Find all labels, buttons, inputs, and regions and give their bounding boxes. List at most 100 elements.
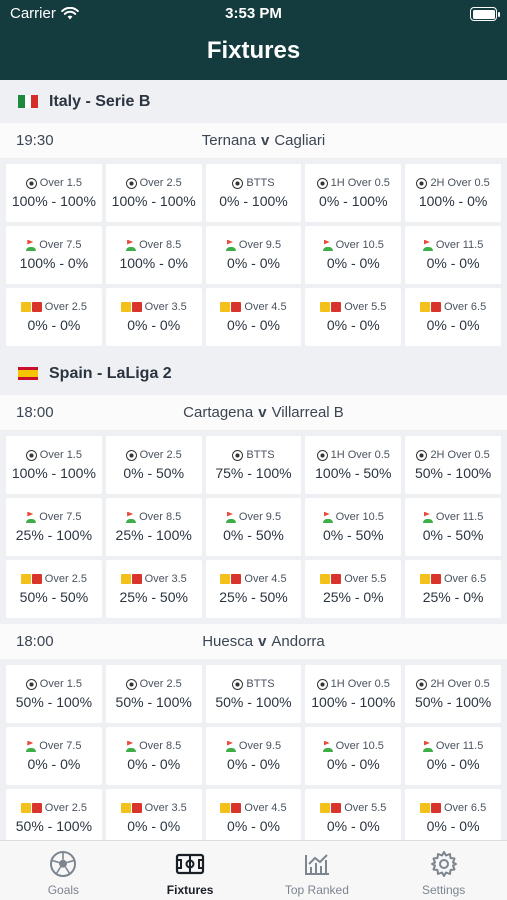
stats-grid: Over 1.5 100% - 100% Over 2.5 100% - 100% BT…	[0, 158, 507, 352]
stat-cell[interactable]: Over 7.5 0% - 0%	[6, 727, 102, 785]
stat-cell[interactable]: Over 10.5 0% - 0%	[305, 727, 402, 785]
tab-fixtures[interactable]: Fixtures	[127, 841, 254, 900]
fixture-header[interactable]: 18:00 Huesca v Andorra	[0, 624, 507, 659]
corner-flag-icon	[422, 512, 433, 523]
football-icon	[232, 678, 244, 690]
stat-label-text: Over 11.5	[435, 511, 484, 523]
tab-label: Goals	[47, 883, 80, 897]
stat-label: 2H Over 0.5	[416, 678, 490, 690]
stat-cell[interactable]: Over 9.5 0% - 0%	[205, 226, 302, 284]
stat-cell[interactable]: Over 10.5 0% - 0%	[305, 226, 402, 284]
stat-cell[interactable]: BTTS 75% - 100%	[205, 436, 302, 494]
football-icon	[316, 678, 328, 690]
cards-icon	[320, 574, 342, 584]
corner-flag-icon	[225, 512, 236, 523]
stat-cell[interactable]: Over 11.5 0% - 50%	[405, 498, 501, 556]
stat-label-text: Over 3.5	[144, 802, 187, 814]
stat-cell[interactable]: Over 7.5 100% - 0%	[6, 226, 102, 284]
stat-value: 50% - 100%	[414, 694, 492, 710]
stat-cell[interactable]: Over 11.5 0% - 0%	[405, 226, 501, 284]
away-team: Andorra	[271, 633, 325, 650]
stat-cell[interactable]: Over 6.5 0% - 0%	[405, 288, 501, 346]
stat-label: Over 8.5	[126, 511, 181, 523]
stat-label-text: Over 2.5	[139, 678, 182, 690]
versus-label: v	[258, 633, 267, 650]
tab-settings[interactable]: Settings	[380, 841, 507, 900]
fixture-header[interactable]: 19:30 Ternana v Cagliari	[0, 123, 507, 158]
status-bar: Carrier 3:53 PM	[0, 0, 507, 28]
stat-cell[interactable]: Over 1.5 100% - 100%	[6, 436, 102, 494]
stat-cell[interactable]: Over 4.5 0% - 0%	[205, 789, 302, 840]
stat-cell[interactable]: Over 8.5 0% - 0%	[105, 727, 202, 785]
football-icon	[125, 678, 137, 690]
stat-cell[interactable]: Over 3.5 0% - 0%	[105, 789, 202, 840]
stat-cell[interactable]: Over 5.5 0% - 0%	[305, 288, 402, 346]
stat-value: 50% - 100%	[414, 465, 492, 481]
stat-cell[interactable]: Over 9.5 0% - 50%	[205, 498, 302, 556]
stat-label: Over 4.5	[220, 573, 287, 585]
stat-label: Over 3.5	[120, 301, 187, 313]
stats-grid: Over 1.5 100% - 100% Over 2.5 0% - 50% BTTS 7…	[0, 430, 507, 624]
tab-top-ranked[interactable]: Top Ranked	[254, 841, 381, 900]
corner-flag-icon	[26, 741, 37, 752]
stat-cell[interactable]: Over 4.5 25% - 50%	[205, 560, 302, 618]
stat-cell[interactable]: Over 2.5 50% - 100%	[6, 789, 102, 840]
stat-label: Over 6.5	[420, 802, 486, 814]
stat-cell[interactable]: 2H Over 0.5 50% - 100%	[405, 436, 501, 494]
stat-label: Over 1.5	[25, 449, 82, 461]
stat-cell[interactable]: Over 6.5 25% - 0%	[405, 560, 501, 618]
stat-value: 0% - 0%	[426, 255, 480, 271]
stat-cell[interactable]: Over 9.5 0% - 0%	[205, 727, 302, 785]
fixture-header[interactable]: 18:00 Cartagena v Villarreal B	[0, 395, 507, 430]
stat-cell[interactable]: Over 5.5 0% - 0%	[305, 789, 402, 840]
cards-icon	[120, 803, 142, 813]
tab-label: Settings	[421, 883, 466, 897]
stat-label-text: Over 3.5	[144, 573, 187, 585]
stat-cell[interactable]: 1H Over 0.5 0% - 100%	[305, 164, 402, 222]
stat-label: Over 7.5	[26, 511, 81, 523]
stat-label: 2H Over 0.5	[416, 177, 490, 189]
stat-cell[interactable]: Over 2.5 100% - 100%	[105, 164, 202, 222]
stat-value: 50% - 50%	[19, 589, 89, 605]
stat-cell[interactable]: Over 3.5 25% - 50%	[105, 560, 202, 618]
fixtures-list[interactable]: Italy - Serie B 19:30 Ternana v Cagliari Over…	[0, 80, 507, 840]
stat-cell[interactable]: Over 1.5 50% - 100%	[6, 665, 102, 723]
stat-cell[interactable]: 1H Over 0.5 100% - 100%	[305, 665, 402, 723]
stat-cell[interactable]: Over 11.5 0% - 0%	[405, 727, 501, 785]
stat-cell[interactable]: 1H Over 0.5 100% - 50%	[305, 436, 402, 494]
stat-value: 100% - 50%	[315, 465, 392, 481]
stat-cell[interactable]: Over 8.5 100% - 0%	[105, 226, 202, 284]
stat-label-text: 2H Over 0.5	[430, 177, 490, 189]
stat-cell[interactable]: Over 2.5 50% - 50%	[6, 560, 102, 618]
stat-cell[interactable]: 2H Over 0.5 100% - 0%	[405, 164, 501, 222]
stat-cell[interactable]: Over 4.5 0% - 0%	[205, 288, 302, 346]
stat-cell[interactable]: Over 2.5 0% - 0%	[6, 288, 102, 346]
away-team: Cagliari	[274, 132, 326, 149]
stat-value: 0% - 50%	[223, 527, 284, 543]
cards-icon	[320, 302, 342, 312]
stat-value: 0% - 50%	[422, 527, 484, 543]
stat-cell[interactable]: BTTS 0% - 100%	[205, 164, 302, 222]
tab-label: Top Ranked	[284, 883, 349, 897]
stat-cell[interactable]: Over 8.5 25% - 100%	[105, 498, 202, 556]
stat-value: 0% - 0%	[27, 317, 81, 333]
stat-cell[interactable]: Over 2.5 50% - 100%	[105, 665, 202, 723]
stat-cell[interactable]: Over 3.5 0% - 0%	[105, 288, 202, 346]
stat-cell[interactable]: Over 2.5 0% - 50%	[105, 436, 202, 494]
stat-cell[interactable]: Over 10.5 0% - 50%	[305, 498, 402, 556]
stat-value: 100% - 100%	[311, 694, 396, 710]
corner-flag-icon	[225, 240, 236, 251]
stat-cell[interactable]: 2H Over 0.5 50% - 100%	[405, 665, 501, 723]
stat-cell[interactable]: BTTS 50% - 100%	[205, 665, 302, 723]
stat-cell[interactable]: Over 1.5 100% - 100%	[6, 164, 102, 222]
stat-cell[interactable]: Over 5.5 25% - 0%	[305, 560, 402, 618]
stat-label-text: Over 10.5	[335, 239, 384, 251]
stat-cell[interactable]: Over 7.5 25% - 100%	[6, 498, 102, 556]
stat-label-text: Over 2.5	[139, 449, 182, 461]
stat-label-text: 1H Over 0.5	[330, 678, 390, 690]
cards-icon	[420, 302, 441, 312]
stat-label: 2H Over 0.5	[416, 449, 490, 461]
stat-value: 100% - 100%	[11, 193, 96, 209]
stat-cell[interactable]: Over 6.5 0% - 0%	[405, 789, 501, 840]
tab-goals[interactable]: Goals	[0, 841, 127, 900]
